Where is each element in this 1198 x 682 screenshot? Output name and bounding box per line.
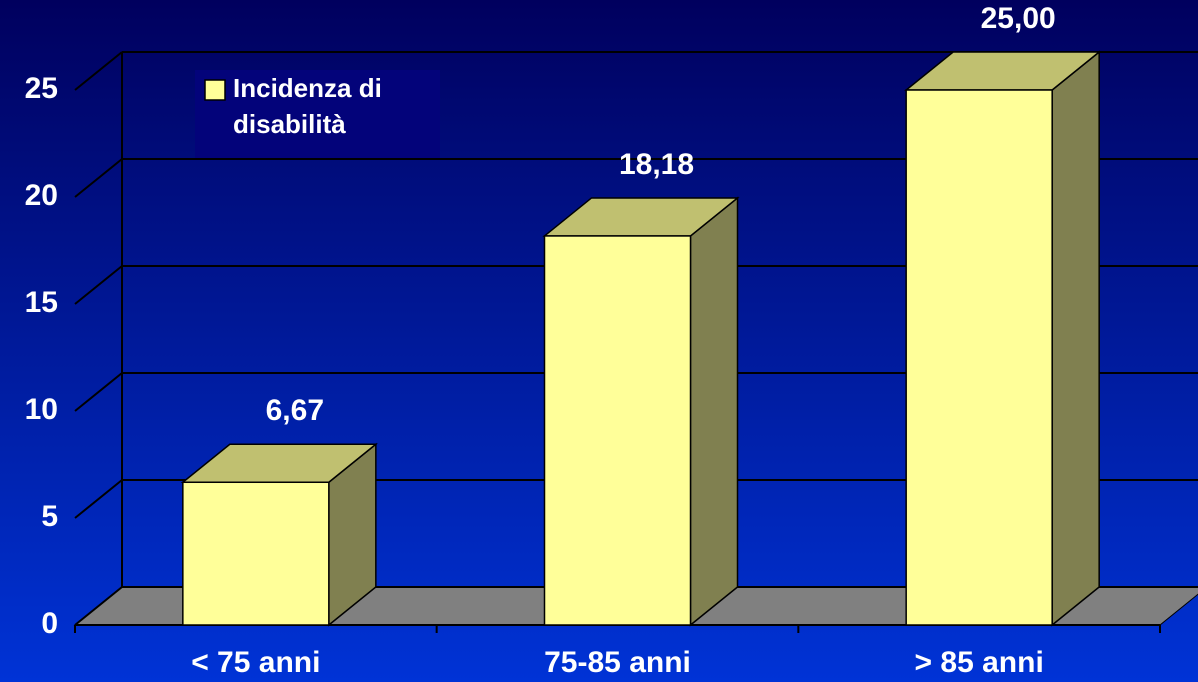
y-tick-label: 20	[25, 179, 58, 212]
y-tick-label: 5	[41, 500, 58, 533]
legend-box	[195, 70, 440, 158]
bar	[182, 481, 330, 626]
legend-label: Incidenza di disabilità	[233, 73, 382, 139]
data-label: 18,18	[619, 148, 694, 181]
data-label: 25,00	[981, 2, 1056, 35]
grid-line	[74, 586, 123, 626]
bar-side	[689, 196, 739, 627]
grid-line	[74, 372, 123, 412]
data-label: 6,67	[266, 394, 324, 427]
bar	[543, 235, 692, 626]
bar	[905, 89, 1053, 626]
y-tick-label: 25	[25, 72, 58, 105]
x-tick-label: > 85 anni	[915, 646, 1044, 679]
y-tick-label: 15	[25, 286, 58, 319]
grid-line	[74, 158, 123, 198]
legend-swatch	[204, 79, 226, 101]
y-tick-label: 0	[41, 607, 58, 640]
x-tick-label: 75-85 anni	[544, 646, 691, 679]
grid-line	[74, 51, 123, 91]
grid-line	[74, 479, 123, 519]
y-tick-label: 10	[25, 393, 58, 426]
x-tick-label: < 75 anni	[191, 646, 320, 679]
bar-side	[1051, 50, 1100, 627]
grid-line	[74, 265, 123, 305]
